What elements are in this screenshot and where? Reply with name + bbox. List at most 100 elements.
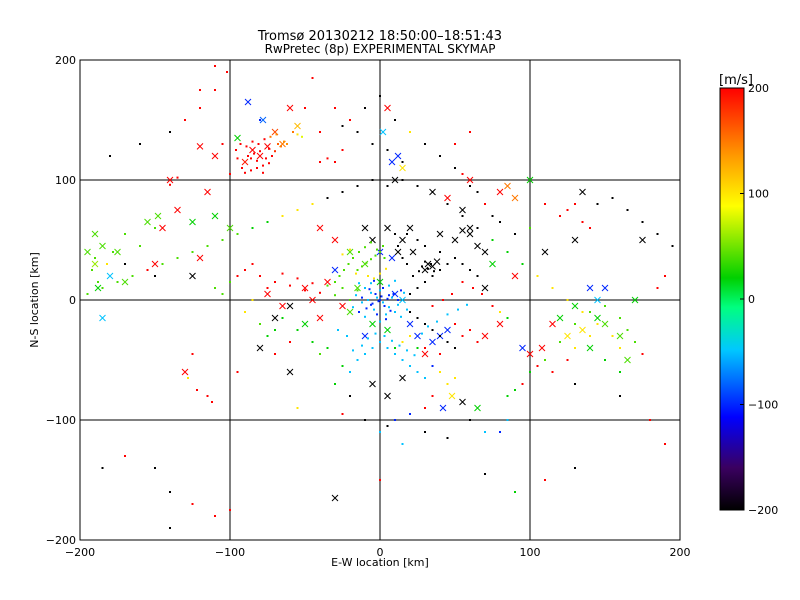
data-point-x: [399, 164, 406, 172]
data-point-dot: [214, 65, 216, 67]
data-point-dot: [341, 287, 344, 289]
data-point-x: [571, 236, 579, 244]
data-point-x: [376, 278, 384, 286]
data-point-x: [234, 134, 241, 142]
data-point-dot: [506, 395, 509, 397]
data-point-dot: [416, 371, 419, 373]
data-point-dot: [451, 293, 453, 295]
data-point-dot: [431, 275, 434, 277]
data-point-dot: [424, 431, 426, 433]
data-point-dot: [131, 275, 134, 277]
data-point-x: [379, 128, 387, 136]
data-point-dot: [206, 245, 209, 247]
data-point-dot: [506, 317, 509, 319]
data-point-dot: [383, 257, 386, 259]
data-point-dot: [268, 162, 270, 165]
data-point-dot: [469, 269, 471, 271]
data-point-dot: [656, 233, 659, 235]
data-point-x: [439, 404, 447, 412]
data-point-x: [538, 344, 546, 352]
data-point-dot: [416, 185, 419, 187]
data-point-dot: [101, 287, 104, 289]
data-point-dot: [367, 275, 369, 277]
data-point-x: [448, 392, 456, 400]
data-point-dot: [326, 347, 329, 349]
data-point-dot: [373, 279, 375, 282]
data-point-dot: [439, 371, 441, 373]
data-point-dot: [229, 173, 231, 175]
data-point-dot: [604, 359, 606, 361]
data-point-dot: [319, 131, 321, 133]
chart-subtitle: RwPretec (8p) EXPERIMENTAL SKYMAP: [265, 42, 496, 56]
data-point-dot: [355, 272, 357, 275]
data-point-dot: [86, 293, 89, 295]
data-point-x: [316, 314, 324, 322]
data-point-dot: [397, 299, 399, 301]
data-point-x: [571, 302, 579, 310]
data-point-x: [309, 296, 316, 304]
data-point-dot: [379, 479, 381, 481]
data-point-dot: [424, 245, 426, 247]
data-point-dot: [424, 407, 426, 409]
data-point-dot: [346, 335, 348, 337]
data-point-dot: [101, 467, 104, 469]
data-point-dot: [187, 377, 189, 379]
data-point-x: [414, 332, 421, 340]
x-tick-label: −100: [215, 546, 245, 559]
data-point-dot: [361, 265, 363, 268]
data-point-dot: [499, 311, 501, 313]
data-point-dot: [251, 299, 254, 301]
data-point-dot: [347, 263, 350, 265]
data-point-dot: [430, 263, 432, 265]
data-point-dot: [385, 318, 387, 321]
data-point-dot: [589, 227, 591, 229]
data-point-x: [339, 302, 346, 310]
data-point-x: [399, 236, 406, 244]
data-point-dot: [373, 308, 375, 311]
data-point-x: [301, 284, 309, 292]
data-point-dot: [461, 263, 464, 265]
data-point-x: [481, 284, 489, 292]
data-point-x: [204, 188, 211, 196]
data-point-dot: [349, 119, 351, 121]
data-point-dot: [221, 143, 224, 145]
data-point-dot: [371, 302, 374, 305]
data-point-dot: [581, 221, 584, 223]
data-point-dot: [259, 150, 261, 153]
data-point-dot: [286, 143, 288, 145]
data-point-dot: [424, 143, 426, 145]
y-axis-ticks: −200 −100 0 100 200: [46, 54, 76, 547]
data-point-x: [316, 224, 324, 232]
data-point-dot: [268, 147, 270, 150]
data-point-dot: [529, 371, 531, 373]
data-point-dot: [379, 299, 381, 301]
data-point-dot: [461, 173, 464, 175]
data-point-dot: [439, 335, 441, 337]
data-point-dot: [484, 473, 486, 475]
data-point-dot: [380, 295, 383, 298]
data-point-dot: [236, 371, 239, 373]
data-point-dot: [383, 335, 386, 337]
data-point-dot: [364, 353, 366, 355]
data-point-dot: [352, 257, 354, 259]
data-point-x: [354, 284, 361, 292]
data-point-x: [324, 278, 331, 286]
data-point-dot: [521, 263, 524, 265]
data-point-x: [474, 404, 481, 412]
data-point-dot: [596, 203, 599, 205]
data-point-dot: [326, 157, 329, 160]
data-point-dot: [388, 294, 390, 297]
data-point-dot: [389, 309, 392, 312]
data-point-dot: [626, 329, 629, 331]
data-point-dot: [283, 140, 285, 143]
data-point-x: [504, 182, 511, 190]
data-point-dot: [382, 245, 384, 247]
data-point-x: [346, 308, 354, 316]
data-point-dot: [367, 337, 369, 340]
data-point-dot: [514, 233, 516, 235]
data-point-dot: [499, 221, 501, 223]
data-point-dot: [671, 245, 674, 247]
data-point-dot: [416, 239, 419, 241]
data-point-dot: [536, 365, 539, 367]
data-point-dot: [409, 413, 411, 415]
